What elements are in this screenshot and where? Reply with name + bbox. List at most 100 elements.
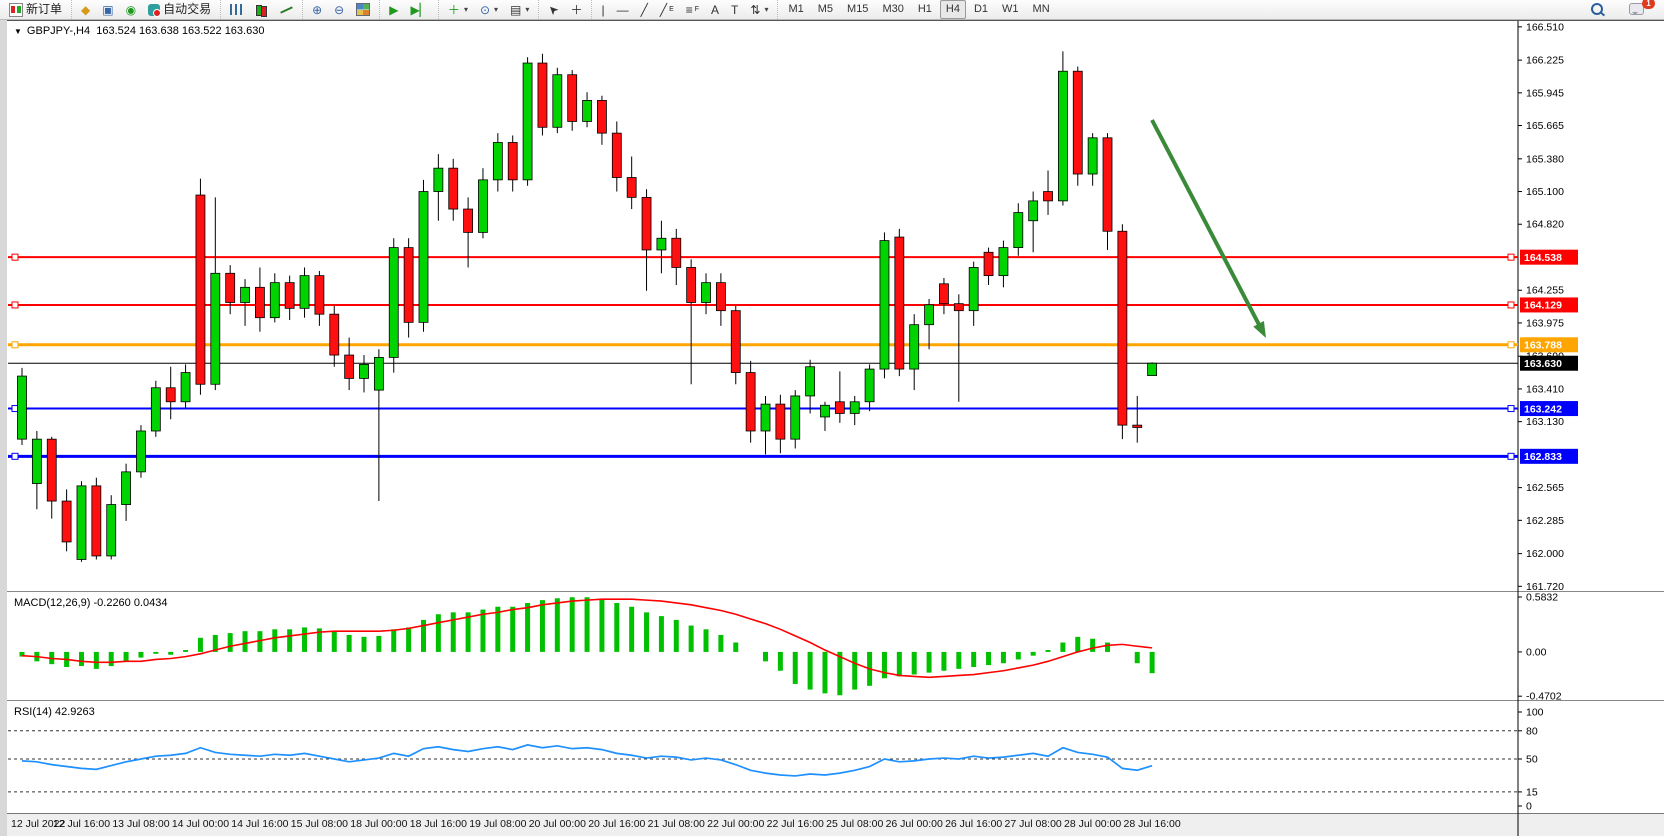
time-axis[interactable]: 12 Jul 2022 12 Jul 16:00 13 Jul 08:00 14 Ju… <box>7 813 1664 836</box>
candle-body <box>805 366 816 397</box>
resistance-1-anchor[interactable] <box>11 253 19 261</box>
rsi-pane <box>7 703 1664 813</box>
timeframe-w1[interactable]: W1 <box>1002 3 1019 15</box>
trendline-button[interactable]: ╱ <box>636 2 653 18</box>
search-icon <box>1591 2 1603 15</box>
candle-body <box>255 286 265 319</box>
pivot-line-anchor[interactable] <box>11 341 19 349</box>
time-label: 14 Jul 16:00 <box>231 818 289 830</box>
text-button[interactable]: A <box>706 2 724 18</box>
chevron-down-icon[interactable]: ▾ <box>525 5 530 14</box>
arrows-button[interactable]: ⇅ ▾ <box>745 0 773 19</box>
line-chart-button[interactable] <box>275 2 298 17</box>
price-tick: 165.945 <box>1526 87 1564 99</box>
auto-trading-button[interactable]: 自动交易 <box>143 0 216 19</box>
cursor-button[interactable]: ➤ <box>543 1 563 18</box>
chart-shift-button[interactable]: ▶▏ <box>405 2 433 18</box>
crystal-icon: ◆ <box>81 2 91 17</box>
bar-chart-button[interactable] <box>225 2 248 17</box>
candle-body <box>269 282 280 319</box>
toolbar-group-quick: ◆ ▣ ◉ 自动交易 <box>71 0 220 19</box>
candle-body <box>1087 137 1098 175</box>
chevron-down-icon[interactable]: ▾ <box>494 5 499 14</box>
indicators-button[interactable]: ＋ ▾ <box>443 0 473 19</box>
timeframe-m30[interactable]: M30 <box>882 3 904 15</box>
crystal-button[interactable]: ◆ <box>76 2 95 18</box>
timeframe-m1[interactable]: M1 <box>788 3 804 15</box>
sub-letter: E <box>669 6 674 13</box>
vertical-line-button[interactable]: | <box>596 2 609 18</box>
candle-body <box>567 74 578 122</box>
candle-body <box>448 167 459 210</box>
candle-body <box>240 286 250 303</box>
candle-body <box>418 191 429 323</box>
timeframe-d1[interactable]: D1 <box>973 3 989 15</box>
channel-button[interactable]: ╱ E <box>655 0 679 19</box>
horizontal-line-button[interactable]: — <box>612 2 634 18</box>
candle-body <box>180 372 191 403</box>
crosshair-button[interactable]: ＋ <box>565 2 587 18</box>
rsi-line <box>21 744 1153 777</box>
candle-body <box>1058 70 1068 202</box>
chat-badge: 1 <box>1642 0 1655 9</box>
timeframe-m15[interactable]: M15 <box>847 3 869 15</box>
trend-arrow-annotation[interactable] <box>1150 119 1266 338</box>
resistance-2-anchor[interactable] <box>11 301 19 309</box>
search-button[interactable] <box>1586 2 1608 17</box>
candle-body <box>165 387 176 403</box>
candle-chart-button[interactable] <box>250 2 273 18</box>
candle-body <box>715 282 726 312</box>
arrow-shaft[interactable] <box>1150 119 1264 331</box>
fibonacci-button[interactable]: ≡ F <box>681 0 704 19</box>
indicators-icon: ＋ <box>447 2 460 17</box>
signals-button[interactable]: ◉ <box>121 2 141 18</box>
timeframe-mn[interactable]: MN <box>1032 3 1050 15</box>
candle-body <box>106 504 117 557</box>
zoom-out-button[interactable]: ⊖ <box>329 2 349 18</box>
new-order-button[interactable]: 新订单 <box>4 0 67 19</box>
price-line-badge: 162.833 <box>1524 451 1562 463</box>
chat-button[interactable]: 1 <box>1624 0 1655 17</box>
rsi-axis-tick: 80 <box>1526 725 1538 737</box>
candle-body <box>403 247 414 323</box>
price-line-badge: 163.788 <box>1524 340 1562 352</box>
time-label: 13 Jul 08:00 <box>112 818 170 830</box>
auto-scroll-icon: ▶ <box>389 2 399 17</box>
rsi-indicator: 100 80 50 15 0 <box>8 707 1544 813</box>
experts-button[interactable]: ▣ <box>97 2 118 18</box>
price-tick: 164.255 <box>1526 285 1564 297</box>
candle-body <box>998 247 1009 277</box>
timeframe-h4[interactable]: H4 <box>939 0 966 19</box>
candle-body <box>968 267 979 312</box>
label-button[interactable]: T <box>726 2 743 18</box>
label-icon: T <box>731 2 739 17</box>
periods-button[interactable]: ⊙ ▾ <box>475 0 503 19</box>
tile-windows-button[interactable] <box>351 1 375 18</box>
support-2-anchor[interactable] <box>11 452 19 460</box>
toolbar-group-chart-type <box>220 0 302 19</box>
templates-icon: ▤ <box>510 2 522 17</box>
main-toolbar: 新订单 ◆ ▣ ◉ 自动交易 ⊕ ⊖ ▶ ▶▏ ＋ ▾ ⊙ ▾ ▤ ▾ ➤ ＋ | — ╱ ╱ E ≡ F A T ⇅ ▾ M1 M5 M1… <box>0 0 1664 20</box>
candle-body <box>730 310 741 373</box>
candle-body <box>136 430 146 473</box>
candle-body <box>849 401 860 414</box>
rsi-label: RSI(14) 42.9263 <box>14 706 95 718</box>
auto-scroll-button[interactable]: ▶ <box>384 2 403 18</box>
timeframe-h1[interactable]: H1 <box>917 3 932 15</box>
time-label: 14 Jul 00:00 <box>171 818 230 830</box>
templates-button[interactable]: ▤ ▾ <box>505 0 534 19</box>
time-label: 18 Jul 00:00 <box>350 818 408 830</box>
price-line-badge: 163.630 <box>1524 358 1562 370</box>
macd-axis-tick: 0.00 <box>1526 646 1547 658</box>
macd-values: -0.2260 0.0434 <box>93 597 168 609</box>
candle-body <box>1102 137 1113 232</box>
price-line-badge: 164.538 <box>1524 252 1562 264</box>
candle-body <box>1013 212 1024 248</box>
chat-icon <box>1629 3 1644 15</box>
timeframe-m5[interactable]: M5 <box>817 3 834 15</box>
bar-chart-icon <box>230 4 244 15</box>
zoom-in-button[interactable]: ⊕ <box>307 2 327 18</box>
chevron-down-icon[interactable]: ▾ <box>764 5 769 14</box>
chart-collapse-icon[interactable]: ▼ <box>14 27 22 36</box>
chevron-down-icon[interactable]: ▾ <box>463 5 468 14</box>
